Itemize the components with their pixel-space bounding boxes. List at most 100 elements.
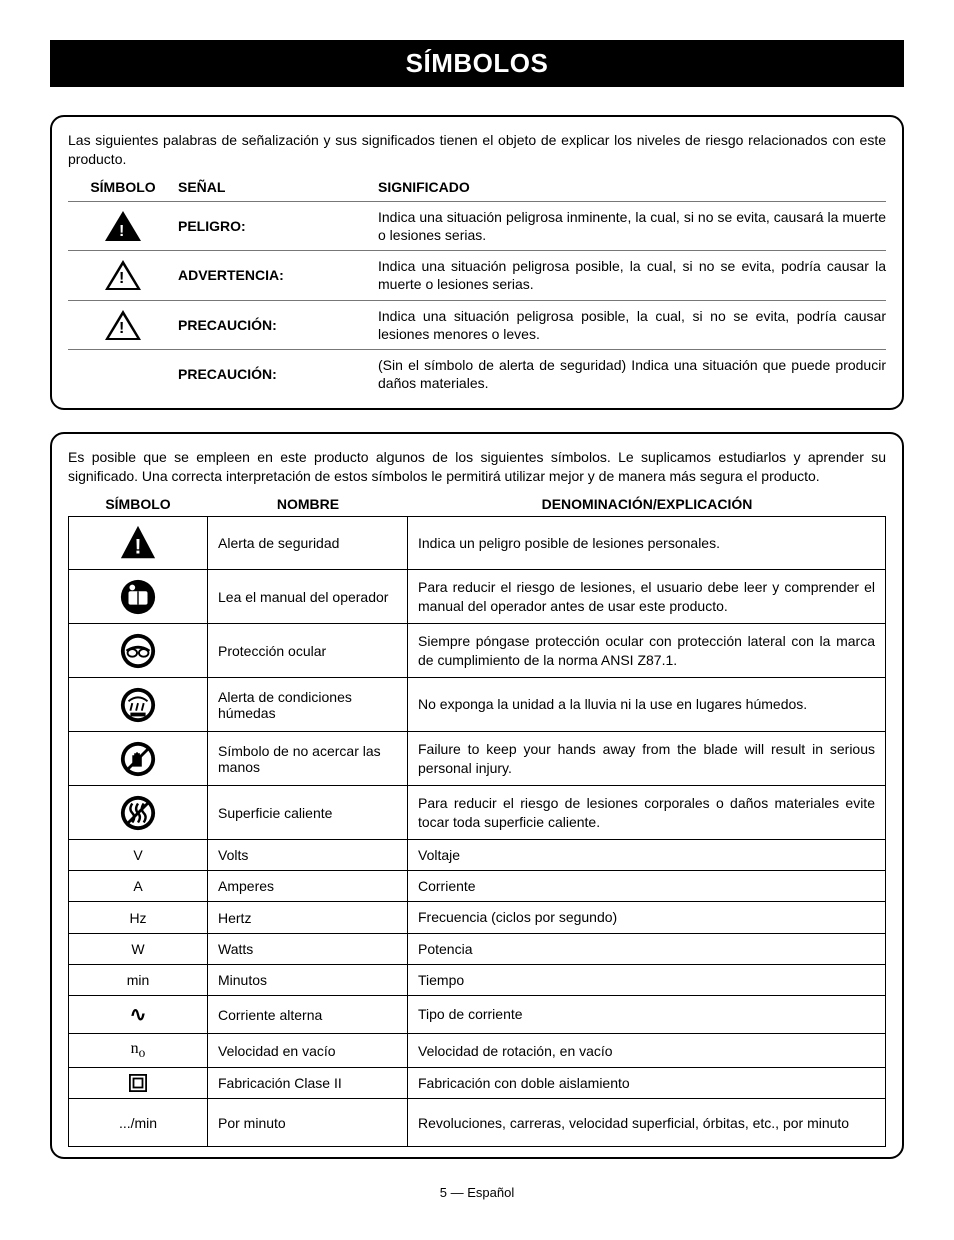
symbol-cell: ! <box>68 516 208 570</box>
alert-triangle-icon <box>105 260 141 290</box>
explanation-cell: Failure to keep your hands away from the… <box>408 732 886 786</box>
alert-triangle-icon <box>105 211 141 241</box>
no-load-symbol: no <box>131 1040 146 1061</box>
class2-icon <box>129 1074 147 1092</box>
symbol-cell <box>68 624 208 678</box>
explanation-cell: No exponga la unidad a la lluvia ni la u… <box>408 678 886 732</box>
signal-label: ADVERTENCIA: <box>178 267 378 283</box>
name-cell: Alerta de seguridad <box>208 516 408 570</box>
text-symbol: A <box>133 878 142 894</box>
signal-row: ADVERTENCIA:Indica una situación peligro… <box>68 250 886 299</box>
header-name: NOMBRE <box>208 496 408 512</box>
table-row: ! Alerta de seguridadIndica un peligro po… <box>68 516 886 570</box>
signal-label: PELIGRO: <box>178 218 378 234</box>
explanation-cell: Velocidad de rotación, en vacío <box>408 1034 886 1068</box>
hands-away-icon <box>119 740 157 778</box>
symbol-cell: min <box>68 965 208 996</box>
header-symbol: SÍMBOLO <box>68 179 178 195</box>
ac-symbol: ∿ <box>130 1002 147 1027</box>
signal-icon-cell <box>68 260 178 290</box>
signal-row: PRECAUCIÓN:Indica una situación peligros… <box>68 300 886 349</box>
table-row: ∿ Corriente alternaTipo de corriente <box>68 996 886 1034</box>
hot-surface-icon <box>119 794 157 832</box>
read-manual-icon <box>119 578 157 616</box>
explanation-cell: Para reducir el riesgo de lesiones, el u… <box>408 570 886 624</box>
explanation-cell: Frecuencia (ciclos por segundo) <box>408 902 886 933</box>
text-symbol: V <box>133 847 142 863</box>
text-symbol: Hz <box>129 910 146 926</box>
explanation-cell: Corriente <box>408 871 886 902</box>
signal-row: PELIGRO:Indica una situación peligrosa i… <box>68 201 886 250</box>
alert-triangle-icon <box>105 310 141 340</box>
table-row: A AmperesCorriente <box>68 871 886 902</box>
name-cell: Minutos <box>208 965 408 996</box>
signal-label: PRECAUCIÓN: <box>178 366 378 382</box>
name-cell: Amperes <box>208 871 408 902</box>
panel2-header-row: SÍMBOLO NOMBRE DENOMINACIÓN/EXPLICACIÓN <box>68 496 886 512</box>
table-row: Hz HertzFrecuencia (ciclos por segundo) <box>68 902 886 933</box>
symbol-cell: ∿ <box>68 996 208 1034</box>
header-symbol2: SÍMBOLO <box>68 496 208 512</box>
text-symbol: min <box>127 972 150 988</box>
explanation-cell: Para reducir el riesgo de lesiones corpo… <box>408 786 886 840</box>
table-row: W WattsPotencia <box>68 934 886 965</box>
table-row: Protección ocularSiempre póngase protecc… <box>68 624 886 678</box>
table-row: Superficie calientePara reducir el riesg… <box>68 786 886 840</box>
wet-conditions-icon <box>119 686 157 724</box>
explanation-cell: Siempre póngase protección ocular con pr… <box>408 624 886 678</box>
table-row: noVelocidad en vacíoVelocidad de rotació… <box>68 1034 886 1068</box>
panel1-header-row: SÍMBOLO SEÑAL SIGNIFICADO <box>68 179 886 195</box>
name-cell: Fabricación Clase II <box>208 1068 408 1099</box>
explanation-cell: Tipo de corriente <box>408 996 886 1034</box>
header-meaning: SIGNIFICADO <box>378 179 886 195</box>
symbol-cell: A <box>68 871 208 902</box>
name-cell: Volts <box>208 840 408 871</box>
table-row: .../min Por minutoRevoluciones, carreras,… <box>68 1099 886 1147</box>
symbol-cell: .../min <box>68 1099 208 1147</box>
explanation-cell: Indica un peligro posible de lesiones pe… <box>408 516 886 570</box>
name-cell: Símbolo de no acercar las manos <box>208 732 408 786</box>
name-cell: Por minuto <box>208 1099 408 1147</box>
name-cell: Superficie caliente <box>208 786 408 840</box>
symbol-cell <box>68 570 208 624</box>
signal-meaning: Indica una situación peligrosa posible, … <box>378 307 886 343</box>
table-row: Fabricación Clase IIFabricación con dobl… <box>68 1068 886 1099</box>
safety-alert-icon: ! <box>119 524 157 562</box>
signal-icon-cell <box>68 310 178 340</box>
explanation-cell: Voltaje <box>408 840 886 871</box>
name-cell: Hertz <box>208 902 408 933</box>
explanation-cell: Potencia <box>408 934 886 965</box>
table-row: Lea el manual del operadorPara reducir e… <box>68 570 886 624</box>
page-title: SÍMBOLOS <box>50 40 904 87</box>
explanation-cell: Revoluciones, carreras, velocidad superf… <box>408 1099 886 1147</box>
table-row: Alerta de condiciones húmedasNo exponga … <box>68 678 886 732</box>
symbol-cell: W <box>68 934 208 965</box>
name-cell: Protección ocular <box>208 624 408 678</box>
table-row: Símbolo de no acercar las manosFailure t… <box>68 732 886 786</box>
panel2-intro: Es posible que se empleen en este produc… <box>68 448 886 486</box>
panel1-intro: Las siguientes palabras de señalización … <box>68 131 886 169</box>
explanation-cell: Tiempo <box>408 965 886 996</box>
table-row: min MinutosTiempo <box>68 965 886 996</box>
name-cell: Lea el manual del operador <box>208 570 408 624</box>
symbol-cell: V <box>68 840 208 871</box>
signal-icon-cell <box>68 211 178 241</box>
symbols-panel: Es posible que se empleen en este produc… <box>50 432 904 1159</box>
eye-protection-icon <box>119 632 157 670</box>
name-cell: Watts <box>208 934 408 965</box>
symbol-cell: no <box>68 1034 208 1068</box>
symbol-cell: Hz <box>68 902 208 933</box>
symbol-cell <box>68 732 208 786</box>
name-cell: Corriente alterna <box>208 996 408 1034</box>
symbol-cell <box>68 678 208 732</box>
signal-meaning: Indica una situación peligrosa inminente… <box>378 208 886 244</box>
name-cell: Alerta de condiciones húmedas <box>208 678 408 732</box>
header-explanation: DENOMINACIÓN/EXPLICACIÓN <box>408 496 886 512</box>
signal-meaning: (Sin el símbolo de alerta de seguridad) … <box>378 356 886 392</box>
text-symbol: W <box>131 941 144 957</box>
signal-row: PRECAUCIÓN:(Sin el símbolo de alerta de … <box>68 349 886 398</box>
table-row: V VoltsVoltaje <box>68 840 886 871</box>
signal-meaning: Indica una situación peligrosa posible, … <box>378 257 886 293</box>
text-symbol: .../min <box>119 1115 157 1131</box>
signal-label: PRECAUCIÓN: <box>178 317 378 333</box>
